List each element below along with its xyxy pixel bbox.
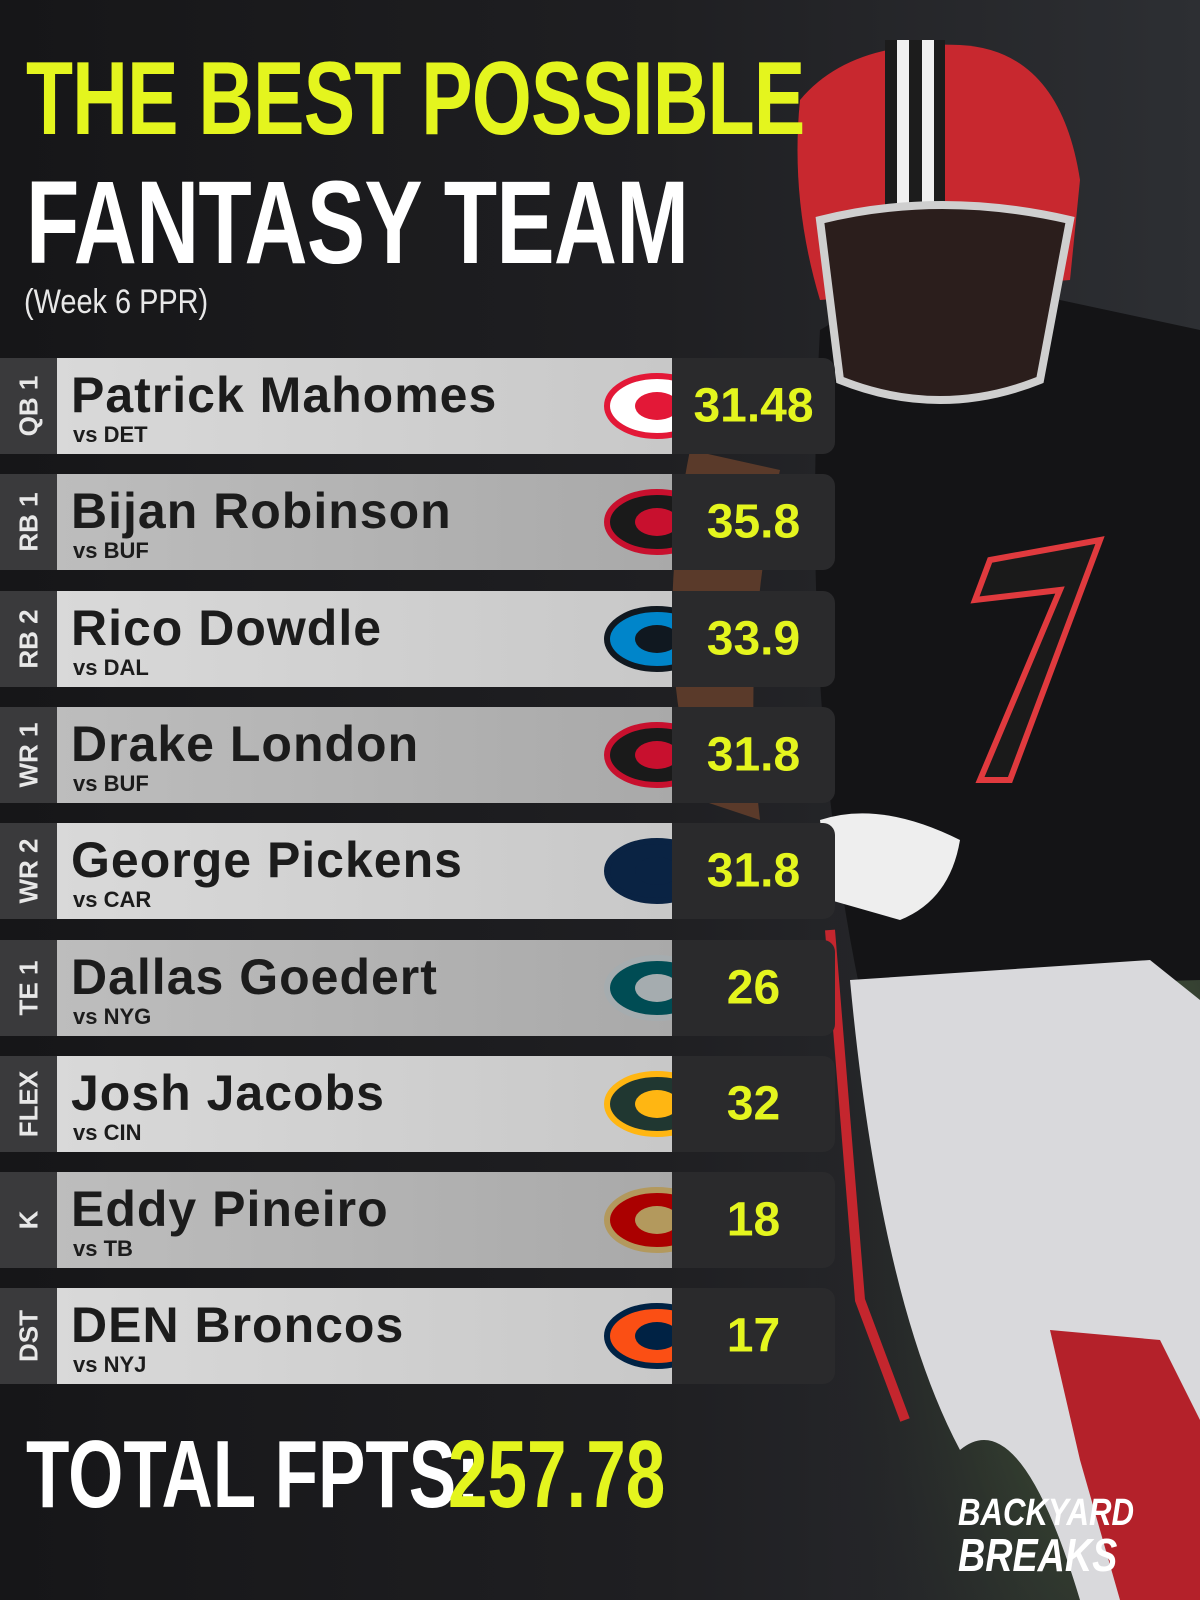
player-name: Rico Dowdle [71, 599, 383, 656]
points-box: 33.9 [672, 590, 835, 687]
opponent: vs DET [73, 422, 148, 447]
opponent: vs NYJ [73, 1352, 147, 1378]
points-box: 31.8 [672, 706, 835, 803]
brand-line2: BREAKS [958, 1529, 1118, 1581]
opponent: vs NYG [73, 1003, 152, 1029]
lineup-row: TE 1 Dallas Goedert vs NYG 26 [0, 939, 850, 1036]
position: RB 2 [13, 608, 43, 669]
player-name: Drake London [71, 715, 420, 772]
position: WR 1 [13, 722, 43, 788]
lineup-row: K Eddy Pineiro vs TB 18 [0, 1172, 850, 1269]
points: 31.48 [693, 379, 814, 433]
position-tab: TE 1 [0, 939, 57, 1036]
player-panel: Josh Jacobs vs CIN [57, 1055, 710, 1152]
player-name: Patrick Mahomes [71, 367, 498, 423]
points-box: 31.48 [672, 358, 835, 454]
lineup-row: QB 1 Patrick Mahomes vs DET 31.48 [0, 358, 850, 454]
points-box: 35.8 [672, 474, 835, 571]
position-tab: DST [0, 1288, 57, 1385]
player-panel: DEN Broncos vs NYJ [57, 1288, 710, 1385]
lineup-row: DST DEN Broncos vs NYJ 17 [0, 1288, 850, 1385]
position: K [13, 1210, 43, 1230]
position: TE 1 [13, 960, 43, 1015]
points-box: 31.8 [672, 823, 835, 920]
player-panel: Eddy Pineiro vs TB [57, 1172, 710, 1269]
position: WR 2 [13, 838, 43, 904]
points-box: 18 [672, 1172, 835, 1269]
player-panel: Rico Dowdle vs DAL [57, 590, 710, 687]
position-tab: K [0, 1172, 57, 1269]
points: 26 [726, 961, 781, 1014]
points-box: 17 [672, 1288, 835, 1385]
player-name: Josh Jacobs [71, 1064, 385, 1121]
opponent: vs TB [73, 1236, 133, 1262]
total-value: 257.78 [448, 1421, 666, 1528]
position-tab: RB 2 [0, 590, 57, 687]
points: 31.8 [706, 728, 801, 782]
position: FLEX [13, 1070, 43, 1138]
subtitle: (Week 6 PPR) [24, 283, 209, 321]
player-panel: Bijan Robinson vs BUF [57, 474, 710, 571]
points: 18 [726, 1193, 781, 1247]
lineup-row: WR 1 Drake London vs BUF 31.8 [0, 706, 850, 803]
opponent: vs BUF [73, 538, 149, 564]
total-label: TOTAL FPTS: [26, 1421, 480, 1528]
lineup-row: WR 2 George Pickens vs CAR 31.8 [0, 823, 850, 920]
title-line1: THE BEST POSSIBLE [26, 41, 805, 157]
points: 17 [726, 1309, 781, 1363]
player-name: Dallas Goedert [71, 948, 438, 1005]
player-panel: Dallas Goedert vs NYG [57, 939, 710, 1036]
player-panel: Drake London vs BUF [57, 706, 710, 803]
player-name: DEN Broncos [71, 1297, 405, 1354]
opponent: vs CIN [73, 1119, 142, 1145]
position-tab: QB 1 [0, 358, 57, 454]
position: DST [13, 1310, 43, 1363]
points: 35.8 [706, 495, 801, 549]
points: 33.9 [706, 612, 801, 666]
position-tab: RB 1 [0, 474, 57, 571]
lineup-row: FLEX Josh Jacobs vs CIN 32 [0, 1055, 850, 1152]
position-tab: WR 1 [0, 706, 57, 803]
position: QB 1 [13, 375, 43, 437]
opponent: vs BUF [73, 770, 149, 796]
player-panel: Patrick Mahomes vs DET [57, 358, 710, 454]
player-name: Bijan Robinson [71, 483, 452, 540]
lineup-row: RB 2 Rico Dowdle vs DAL 33.9 [0, 590, 850, 687]
opponent: vs CAR [73, 887, 152, 913]
position: RB 1 [13, 492, 43, 552]
brand-line1: BACKYARD [958, 1492, 1134, 1534]
player-panel: George Pickens vs CAR [57, 823, 710, 920]
title-line2: FANTASY TEAM [26, 157, 689, 289]
player-name: George Pickens [71, 832, 463, 889]
position-tab: FLEX [0, 1055, 57, 1152]
points: 32 [726, 1077, 781, 1131]
position-tab: WR 2 [0, 823, 57, 920]
player-name: Eddy Pineiro [71, 1181, 389, 1238]
points-box: 32 [672, 1055, 835, 1152]
opponent: vs DAL [73, 654, 149, 680]
points-box: 26 [672, 939, 835, 1036]
lineup-row: RB 1 Bijan Robinson vs BUF 35.8 [0, 474, 850, 571]
points: 31.8 [706, 844, 801, 898]
